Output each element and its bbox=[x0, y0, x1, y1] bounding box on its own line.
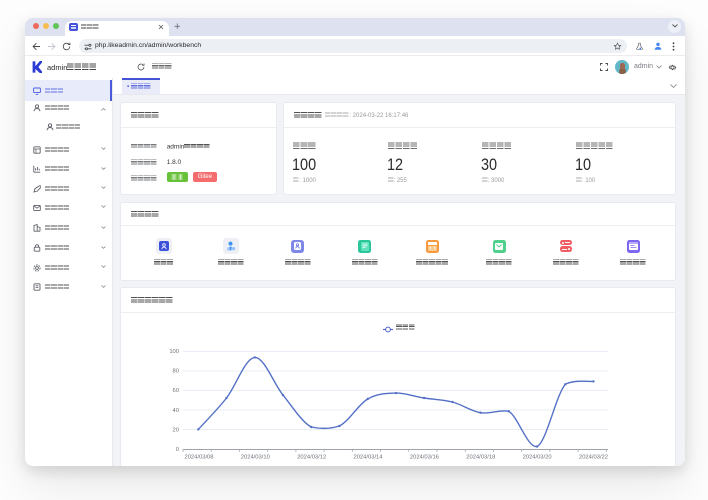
svg-text:2024/03/12: 2024/03/12 bbox=[297, 455, 326, 461]
svg-text:20: 20 bbox=[173, 427, 179, 433]
svg-text:100: 100 bbox=[169, 349, 179, 355]
svg-text:2024/03/08: 2024/03/08 bbox=[184, 455, 213, 461]
svg-text:2024/03/10: 2024/03/10 bbox=[241, 455, 270, 461]
svg-text:40: 40 bbox=[173, 408, 179, 414]
svg-text:2024/03/22: 2024/03/22 bbox=[579, 455, 608, 461]
svg-text:80: 80 bbox=[173, 369, 179, 375]
svg-text:2024/03/18: 2024/03/18 bbox=[466, 455, 495, 461]
svg-text:2024/03/16: 2024/03/16 bbox=[410, 455, 439, 461]
svg-text:2024/03/20: 2024/03/20 bbox=[523, 455, 552, 461]
svg-text:0: 0 bbox=[176, 447, 179, 453]
svg-text:2024/03/14: 2024/03/14 bbox=[353, 455, 383, 461]
svg-text:60: 60 bbox=[173, 388, 179, 394]
